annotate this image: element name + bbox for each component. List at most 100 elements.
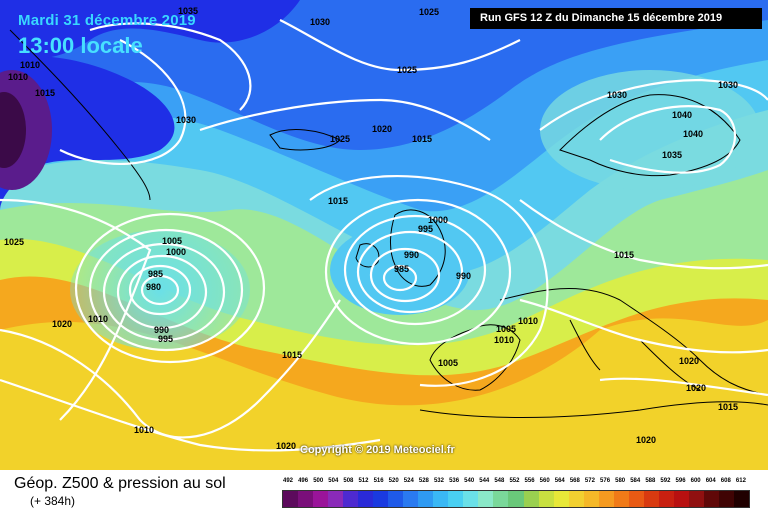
isobar-label: 1025 (4, 237, 24, 247)
isobar-990-e (369, 247, 441, 303)
scale-swatch (598, 491, 614, 507)
scale-swatch (418, 491, 434, 507)
fill-band-516 (0, 0, 300, 60)
isobar-985 (128, 264, 192, 316)
color-scale-bar (282, 490, 750, 508)
scale-value-label: 588 (645, 478, 656, 484)
scale-value-label: 540 (464, 478, 475, 484)
isobar-label: 1005 (162, 236, 182, 246)
scale-swatch (298, 491, 314, 507)
isobar-990 (116, 254, 208, 330)
scale-swatch (328, 491, 344, 507)
scale-swatch (613, 491, 629, 507)
scale-swatch (373, 491, 389, 507)
isobar-label: 1020 (679, 356, 699, 366)
isobar-label: 1025 (419, 7, 439, 17)
isobar-label: 1030 (607, 90, 627, 100)
scale-value-label: 516 (373, 478, 384, 484)
isobar-label: 1035 (178, 6, 198, 16)
isobar-label: 990 (456, 271, 471, 281)
scale-value-label: 524 (403, 478, 414, 484)
isobar-label: 1010 (8, 72, 28, 82)
scale-value-label: 604 (705, 478, 716, 484)
scale-value-label: 508 (343, 478, 354, 484)
scale-swatch (403, 491, 419, 507)
scale-swatch (628, 491, 644, 507)
scale-value-label: 520 (388, 478, 399, 484)
legend-title: Géop. Z500 & pression au sol (14, 475, 226, 492)
scale-value-label: 560 (539, 478, 550, 484)
isobar-label: 1030 (310, 17, 330, 27)
fill-band-492 (0, 92, 26, 168)
scale-swatch (583, 491, 599, 507)
isobar-label: 1020 (276, 441, 296, 451)
isobar-label: 1025 (397, 65, 417, 75)
isobar-label: 1015 (282, 350, 302, 360)
scale-value-label: 512 (358, 478, 369, 484)
isobar-985-e (382, 264, 418, 292)
scale-value-label: 556 (524, 478, 535, 484)
isobar-1030-nw (59, 39, 187, 165)
scandinavia-coast (559, 94, 741, 177)
isobar-label: 990 (404, 250, 419, 260)
isobar-label: 985 (394, 264, 409, 274)
isobar-label: 1010 (20, 60, 40, 70)
isobar-label: 985 (148, 269, 163, 279)
coastlines (9, 29, 768, 418)
scale-value-label: 536 (449, 478, 460, 484)
isobar-label: 1040 (683, 129, 703, 139)
isobar-1010-w (0, 198, 152, 421)
forecast-hour: (+ 384h) (30, 494, 76, 508)
north-africa-coast (419, 401, 768, 418)
isobar-label: 1000 (428, 215, 448, 225)
scale-swatch (688, 491, 704, 507)
iceland-coast (269, 129, 341, 151)
isobar-label: 980 (146, 282, 161, 292)
isobar-label: 1020 (52, 319, 72, 329)
isobar-label: 1005 (438, 358, 458, 368)
greenland-coast (9, 29, 151, 201)
scale-value-label: 532 (433, 478, 444, 484)
isobar-label: 1020 (686, 383, 706, 393)
isobar-1025-n (279, 19, 521, 72)
isobar-label: 1030 (718, 80, 738, 90)
isobar-1015-s (0, 299, 341, 439)
scale-value-label: 612 (735, 478, 746, 484)
scale-swatch (568, 491, 584, 507)
isobar-1010-e (309, 174, 549, 387)
isobar-1030-ne (539, 78, 768, 131)
isobar-label: 1035 (662, 150, 682, 160)
scale-value-label: 544 (479, 478, 490, 484)
isobar-1010-se (519, 298, 768, 354)
isobar-label: 1000 (166, 247, 186, 257)
isobar-label: 1020 (372, 124, 392, 134)
scale-swatch (448, 491, 464, 507)
scale-value-label: 592 (660, 478, 671, 484)
run-info-banner: Run GFS 12 Z du Dimanche 15 décembre 201… (470, 8, 762, 29)
balkans-coast (639, 339, 701, 391)
scale-value-label: 600 (690, 478, 701, 484)
scale-swatch (508, 491, 524, 507)
scale-value-label: 492 (283, 478, 294, 484)
isobar-label: 990 (154, 325, 169, 335)
isobar-label: 1010 (494, 335, 514, 345)
isobar-label: 1040 (672, 110, 692, 120)
isobar-label: 1010 (88, 314, 108, 324)
italy-coast (569, 319, 601, 371)
isobars (0, 19, 768, 452)
isobar-995-e (356, 230, 464, 314)
isobar-1035-nw (89, 22, 252, 111)
isobar-label: 1010 (134, 425, 154, 435)
scale-value-label: 552 (509, 478, 520, 484)
scale-swatch (673, 491, 689, 507)
isobar-1020-s (0, 378, 381, 452)
scale-value-label: 584 (630, 478, 641, 484)
isobar-1015-e (519, 199, 768, 270)
scale-value-label: 548 (494, 478, 505, 484)
isobar-1000 (88, 228, 244, 352)
color-scale-labels: 492 496 500 504 508 512 516 520 524 528 532 536 540 5… (282, 478, 750, 490)
isobar-1020-n (199, 98, 491, 141)
isobar-label: 1015 (35, 88, 55, 98)
scale-value-label: 596 (675, 478, 686, 484)
scale-swatch (643, 491, 659, 507)
